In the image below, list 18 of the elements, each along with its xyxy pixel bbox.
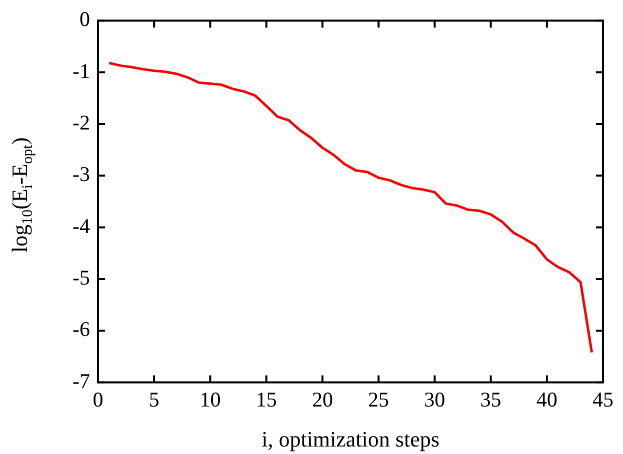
y-tick-label: -3 — [72, 162, 90, 186]
y-tick-label: -4 — [72, 214, 90, 238]
x-tick-label: 10 — [200, 388, 221, 412]
x-tick-label: 35 — [480, 388, 502, 412]
x-tick-label: 5 — [148, 388, 160, 412]
x-tick-label: 30 — [424, 388, 446, 412]
y-tick-label: -6 — [72, 317, 90, 342]
x-axis-title: i, optimization steps — [262, 426, 440, 452]
y-tick-label: -7 — [72, 368, 90, 393]
x-tick-label: 40 — [536, 388, 558, 412]
x-tick-label: 25 — [368, 388, 390, 412]
y-tick-label: -1 — [72, 58, 90, 83]
x-tick-label: 15 — [256, 388, 277, 412]
x-tick-label: 45 — [592, 388, 614, 412]
x-tick-label: 20 — [312, 388, 333, 412]
y-tick-label: -2 — [72, 110, 90, 134]
y-tick-label: -5 — [72, 266, 90, 290]
y-tick-label: 0 — [80, 7, 90, 32]
